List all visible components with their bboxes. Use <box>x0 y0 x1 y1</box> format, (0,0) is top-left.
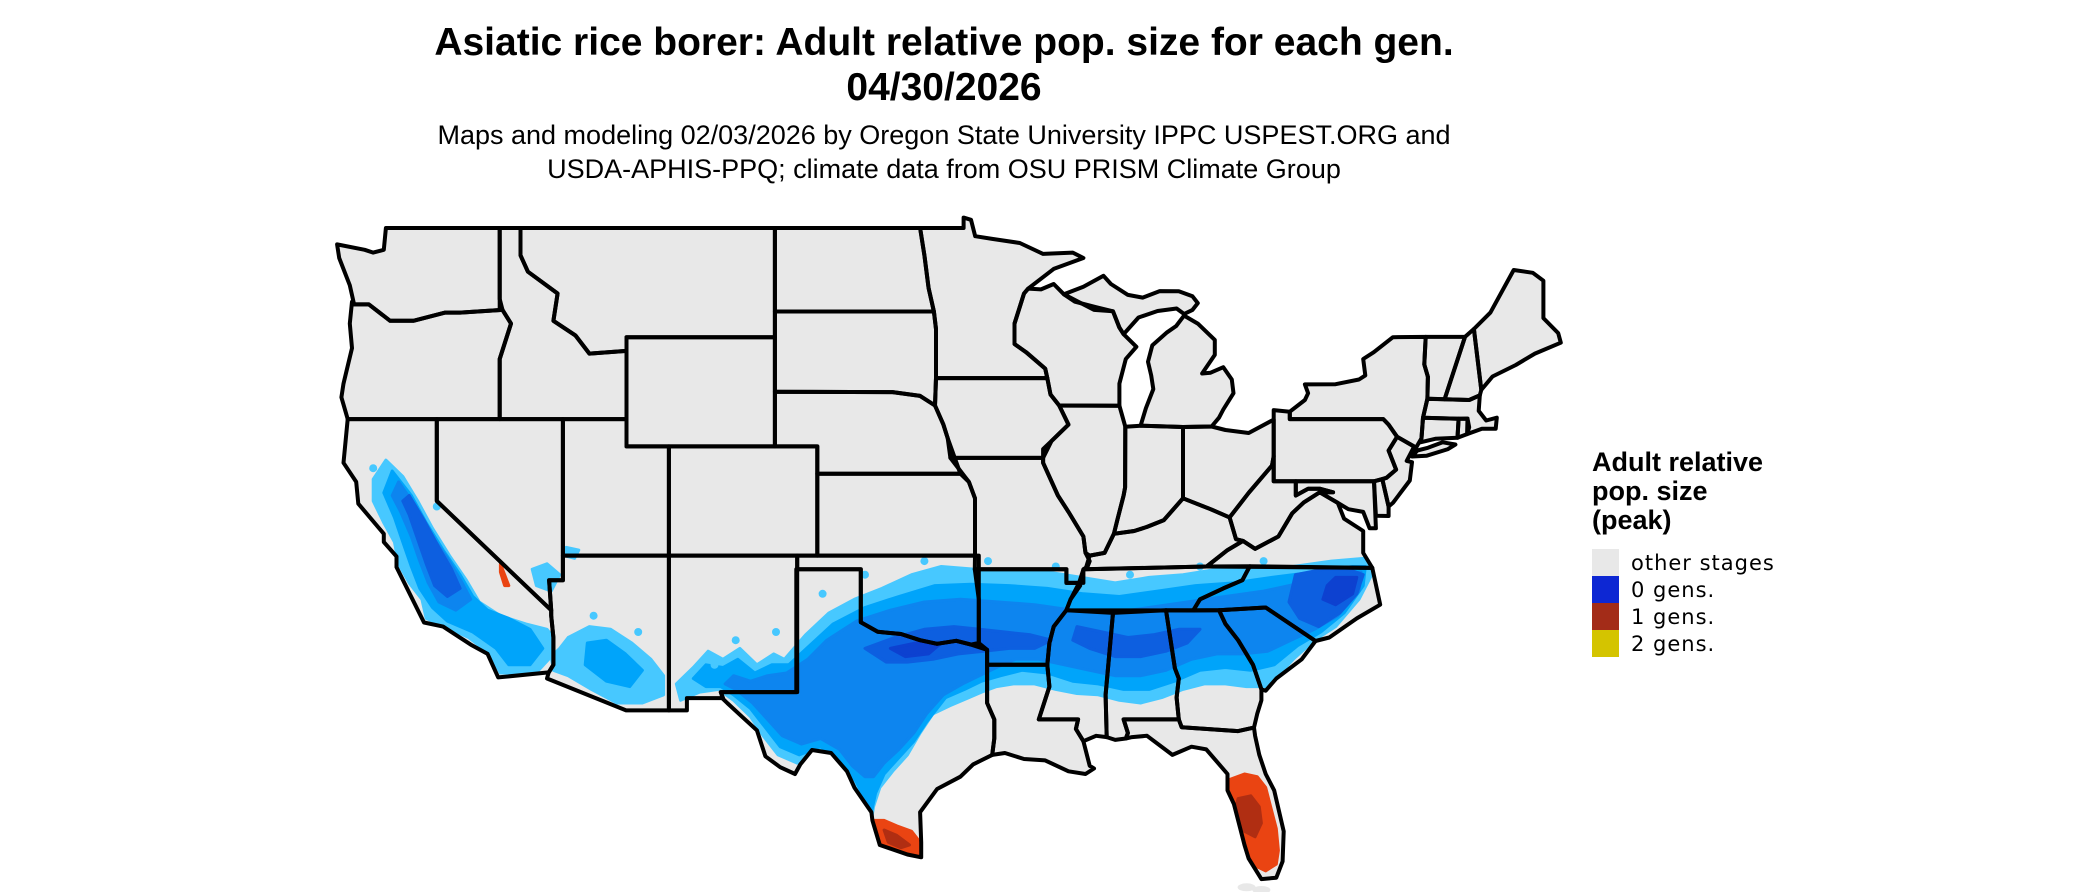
legend-swatch-other-stages <box>1592 549 1619 576</box>
legend-item-1-gens: 1 gens. <box>1592 603 2072 630</box>
state-ohio <box>1183 419 1274 518</box>
state-pennsylvania <box>1273 410 1398 482</box>
state-border-north-carolina <box>1191 564 1383 643</box>
state-border-long-island <box>1410 440 1458 459</box>
state-maryland <box>1295 481 1376 529</box>
state-border-texas <box>718 567 997 860</box>
figure-subtitle-line2: USDA-APHIS-PPQ; climate data from OSU PR… <box>547 154 1341 184</box>
state-minnesota <box>920 217 1084 379</box>
state-border-florida <box>1121 717 1286 882</box>
state-washington <box>337 228 503 321</box>
state-utah <box>562 419 669 556</box>
legend-swatch-1-gens <box>1592 603 1619 630</box>
legend-title-line1: Adult relative <box>1592 447 1764 477</box>
map-legend: Adult relative pop. size (peak) other st… <box>1592 448 2072 657</box>
state-oregon <box>341 301 511 420</box>
state-border-michigan-upper <box>1061 273 1200 337</box>
state-indiana <box>1113 425 1183 534</box>
legend-label-0-gens: 0 gens. <box>1631 577 1716 602</box>
state-nebraska <box>774 391 961 474</box>
state-kansas <box>817 473 975 556</box>
figure-subtitle-line1: Maps and modeling 02/03/2026 by Oregon S… <box>437 120 1451 150</box>
legend-label-1-gens: 1 gens. <box>1631 604 1716 629</box>
state-border-michigan-lower <box>1138 313 1236 429</box>
state-west-virginia <box>1229 456 1334 549</box>
state-border-wisconsin <box>1012 282 1139 408</box>
legend-swatch-0-gens <box>1592 576 1619 603</box>
legend-title-line3: (peak) <box>1592 505 1672 535</box>
state-montana <box>520 228 775 354</box>
state-new-hampshire <box>1444 329 1482 400</box>
florida-keys <box>1237 883 1256 892</box>
figure-title: Asiatic rice borer: Adult relative pop. … <box>0 20 1888 110</box>
legend-title: Adult relative pop. size (peak) <box>1592 448 2072 535</box>
state-iowa <box>935 378 1069 458</box>
state-long-island <box>1412 442 1456 457</box>
legend-label-2-gens: 2 gens. <box>1631 631 1716 656</box>
legend-title-line2: pop. size <box>1592 476 1708 506</box>
legend-item-0-gens: 0 gens. <box>1592 576 2072 603</box>
state-michigan-lower <box>1140 315 1234 427</box>
figure-title-date: 04/30/2026 <box>846 66 1042 109</box>
state-north-dakota <box>774 228 934 312</box>
legend-items: other stages 0 gens. 1 gens. 2 gens. <box>1592 549 2072 657</box>
state-new-york <box>1289 336 1428 454</box>
state-kentucky <box>1085 498 1243 570</box>
state-wyoming <box>626 337 775 447</box>
state-michigan-upper <box>1063 275 1198 335</box>
state-wisconsin <box>1014 284 1137 406</box>
state-vermont <box>1424 336 1465 400</box>
state-delaware <box>1374 479 1389 516</box>
legend-label-other-stages: other stages <box>1631 550 1775 575</box>
state-border-maryland <box>1293 479 1378 531</box>
state-nevada <box>436 419 563 611</box>
state-illinois <box>1043 405 1126 556</box>
state-colorado <box>668 446 818 556</box>
state-border-new-jersey <box>1380 434 1417 509</box>
state-maine <box>1473 270 1561 390</box>
state-south-dakota <box>774 311 936 406</box>
figure-subtitle: Maps and modeling 02/03/2026 by Oregon S… <box>0 118 1888 186</box>
figure-title-line1: Asiatic rice borer: Adult relative pop. … <box>434 21 1454 64</box>
legend-item-other-stages: other stages <box>1592 549 2072 576</box>
state-virginia <box>1206 492 1373 568</box>
population-overlay <box>369 458 1374 873</box>
legend-item-2-gens: 2 gens. <box>1592 630 2072 657</box>
state-border-maine <box>1471 268 1563 392</box>
legend-swatch-2-gens <box>1592 630 1619 657</box>
florida-keys <box>1252 886 1271 892</box>
